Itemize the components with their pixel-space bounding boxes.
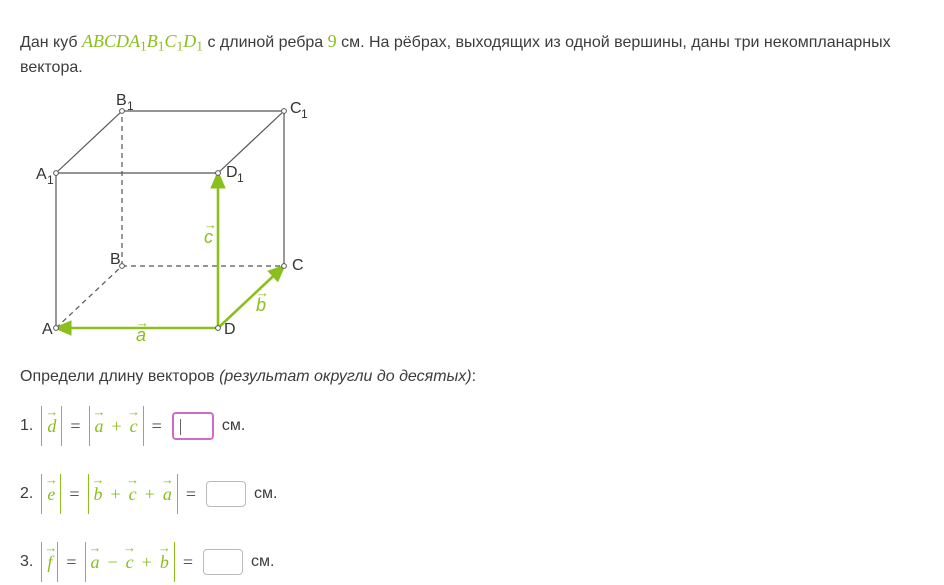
equation-item: 1.d→=a→+c→=см.	[20, 406, 924, 446]
svg-text:1: 1	[127, 99, 134, 113]
svg-text:B: B	[116, 93, 127, 109]
abs-rhs: a→+c→	[89, 406, 144, 446]
item-index: 1.	[20, 417, 33, 435]
answer-input[interactable]	[206, 481, 246, 507]
operator: −	[103, 552, 123, 573]
svg-text:A: A	[42, 321, 53, 338]
abs-rhs: a→−c→+b→	[85, 542, 175, 582]
abs-lhs: e→	[41, 474, 61, 514]
vector-d: d→	[44, 417, 59, 435]
unit-label: см.	[251, 553, 274, 571]
vector-c: c→	[123, 553, 137, 571]
vector-b: b→	[157, 553, 172, 571]
equals-sign: =	[63, 484, 85, 505]
item-index: 3.	[20, 553, 33, 571]
equation-item: 2.e→=b→+c→+a→=см.	[20, 474, 924, 514]
problem-statement: Дан куб ABCDA1B1C1D1 с длиной ребра 9 см…	[20, 28, 924, 79]
operator: +	[140, 484, 160, 505]
answer-input[interactable]	[203, 549, 243, 575]
vector-a: a→	[160, 485, 175, 503]
equals-sign: =	[146, 416, 168, 437]
svg-text:C: C	[290, 100, 302, 117]
intro-prefix: Дан куб	[20, 34, 82, 51]
operator: +	[106, 484, 126, 505]
vector-e: e→	[44, 485, 58, 503]
svg-text:1: 1	[47, 173, 54, 187]
vector-a: a→	[92, 417, 107, 435]
svg-text:A: A	[36, 166, 47, 183]
cube-svg: a→b→c→ABCDA1B1C1D1	[26, 93, 316, 353]
vector-a: a→	[88, 553, 103, 571]
intro-mid: с длиной ребра	[203, 34, 328, 51]
vector-b: b→	[91, 485, 106, 503]
answer-input[interactable]	[172, 412, 214, 440]
abs-rhs: b→+c→+a→	[88, 474, 178, 514]
task-prompt: Определи длину векторов (результат округ…	[20, 368, 924, 386]
vector-f: f→	[44, 553, 55, 571]
page: Дан куб ABCDA1B1C1D1 с длиной ребра 9 см…	[0, 0, 944, 585]
svg-text:D: D	[226, 164, 238, 181]
edge-length: 9	[328, 31, 337, 51]
vector-c: c→	[126, 485, 140, 503]
abs-lhs: f→	[41, 542, 58, 582]
items-list: 1.d→=a→+c→=см.2.e→=b→+c→+a→=см.3.f→=a→−c…	[20, 406, 924, 582]
equals-sign: =	[60, 552, 82, 573]
svg-text:→: →	[136, 315, 149, 330]
unit-label: см.	[254, 485, 277, 503]
svg-text:→: →	[204, 217, 217, 232]
unit-label: см.	[222, 417, 245, 435]
operator: +	[107, 416, 127, 437]
cube-label: ABCDA1B1C1D1	[82, 31, 203, 51]
cube-diagram: a→b→c→ABCDA1B1C1D1	[26, 93, 924, 358]
vector-c: c→	[127, 417, 141, 435]
equals-sign: =	[177, 552, 199, 573]
abs-lhs: d→	[41, 406, 62, 446]
svg-text:C: C	[292, 257, 304, 274]
svg-text:D: D	[224, 321, 236, 338]
equals-sign: =	[180, 484, 202, 505]
operator: +	[137, 552, 157, 573]
equals-sign: =	[64, 416, 86, 437]
svg-text:→: →	[256, 285, 269, 300]
equation-item: 3.f→=a→−c→+b→=см.	[20, 542, 924, 582]
svg-text:B: B	[110, 251, 121, 268]
svg-text:1: 1	[237, 171, 244, 185]
item-index: 2.	[20, 485, 33, 503]
svg-text:1: 1	[301, 107, 308, 121]
